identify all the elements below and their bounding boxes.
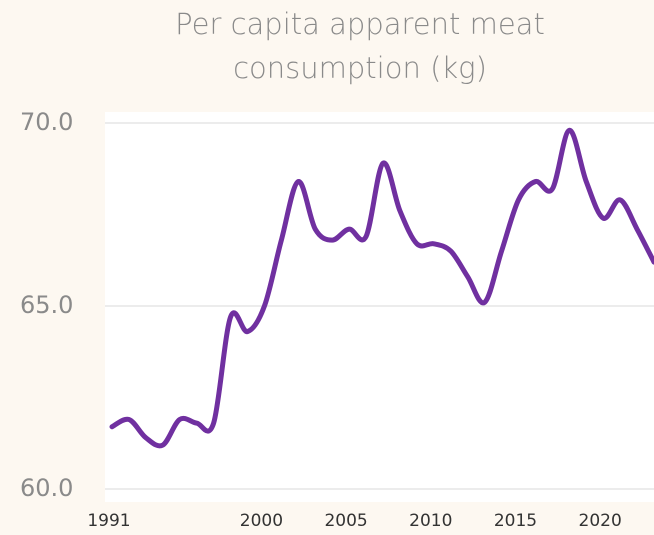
y-tick-label: 70.0 — [20, 108, 73, 136]
y-tick-label: 60.0 — [20, 474, 73, 502]
x-tick-label: 2010 — [409, 511, 452, 531]
x-tick-label: 1991 — [87, 511, 130, 531]
y-tick-label: 65.0 — [20, 291, 73, 319]
x-tick-label: 2005 — [324, 511, 367, 531]
x-tick-label: 2015 — [494, 511, 537, 531]
data-line — [109, 127, 654, 449]
x-tick-label: 2020 — [579, 511, 622, 531]
x-tick-label: 2000 — [240, 511, 283, 531]
chart-title: Per capita apparent meat consumption (kg… — [175, 7, 545, 85]
